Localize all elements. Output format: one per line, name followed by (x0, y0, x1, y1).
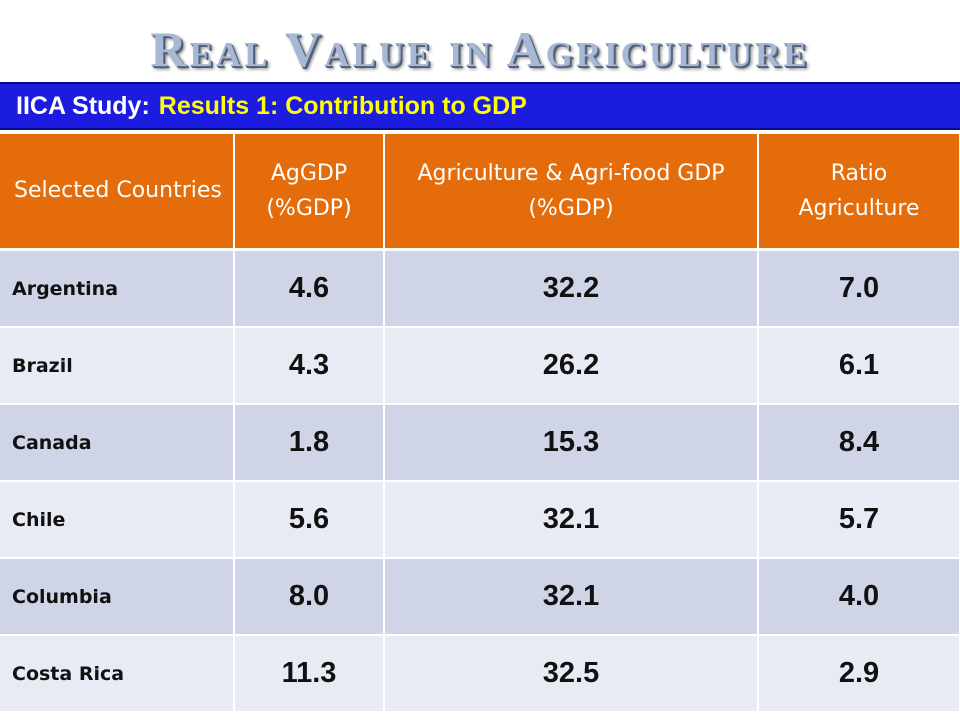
agrifood-cell: 32.1 (384, 558, 759, 636)
aggdp-cell: 11.3 (234, 635, 385, 713)
table-header-row: Selected Countries AgGDP (%GDP) Agricult… (0, 134, 960, 251)
aggdp-cell: 4.3 (234, 327, 385, 405)
table-row: Costa Rica 11.3 32.5 2.9 (0, 635, 960, 713)
ratio-cell: 7.0 (758, 249, 960, 328)
aggdp-cell: 5.6 (234, 481, 385, 559)
table-row: Brazil 4.3 26.2 6.1 (0, 327, 960, 405)
agrifood-cell: 32.5 (384, 635, 759, 713)
table-row: Chile 5.6 32.1 5.7 (0, 481, 960, 559)
country-cell: Canada (0, 404, 235, 482)
ratio-cell: 2.9 (758, 635, 960, 713)
country-cell: Brazil (0, 327, 235, 405)
table-row: Columbia 8.0 32.1 4.0 (0, 558, 960, 636)
agrifood-cell: 15.3 (384, 404, 759, 482)
slide-title: Real Value in Agriculture (150, 21, 810, 77)
header-ratio: Ratio Agriculture (758, 134, 960, 251)
ratio-cell: 4.0 (758, 558, 960, 636)
table-row: Canada 1.8 15.3 8.4 (0, 404, 960, 482)
header-agrifood-gdp: Agriculture & Agri-food GDP (%GDP) (384, 134, 759, 251)
country-cell: Chile (0, 481, 235, 559)
ratio-cell: 6.1 (758, 327, 960, 405)
table-row: Argentina 4.6 32.2 7.0 (0, 249, 960, 328)
header-countries: Selected Countries (0, 134, 235, 251)
aggdp-cell: 8.0 (234, 558, 385, 636)
subtitle-prefix: IICA Study: (16, 91, 150, 120)
ratio-cell: 5.7 (758, 481, 960, 559)
country-cell: Columbia (0, 558, 235, 636)
ratio-cell: 8.4 (758, 404, 960, 482)
agrifood-cell: 26.2 (384, 327, 759, 405)
gdp-table: Selected Countries AgGDP (%GDP) Agricult… (0, 134, 960, 713)
aggdp-cell: 4.6 (234, 249, 385, 328)
header-aggdp: AgGDP (%GDP) (234, 134, 385, 251)
country-cell: Argentina (0, 249, 235, 328)
agrifood-cell: 32.2 (384, 249, 759, 328)
country-cell: Costa Rica (0, 635, 235, 713)
aggdp-cell: 1.8 (234, 404, 385, 482)
agrifood-cell: 32.1 (384, 481, 759, 559)
subtitle-main: Results 1: Contribution to GDP (158, 91, 527, 120)
subtitle-bar: IICA Study: Results 1: Contribution to G… (0, 82, 960, 130)
